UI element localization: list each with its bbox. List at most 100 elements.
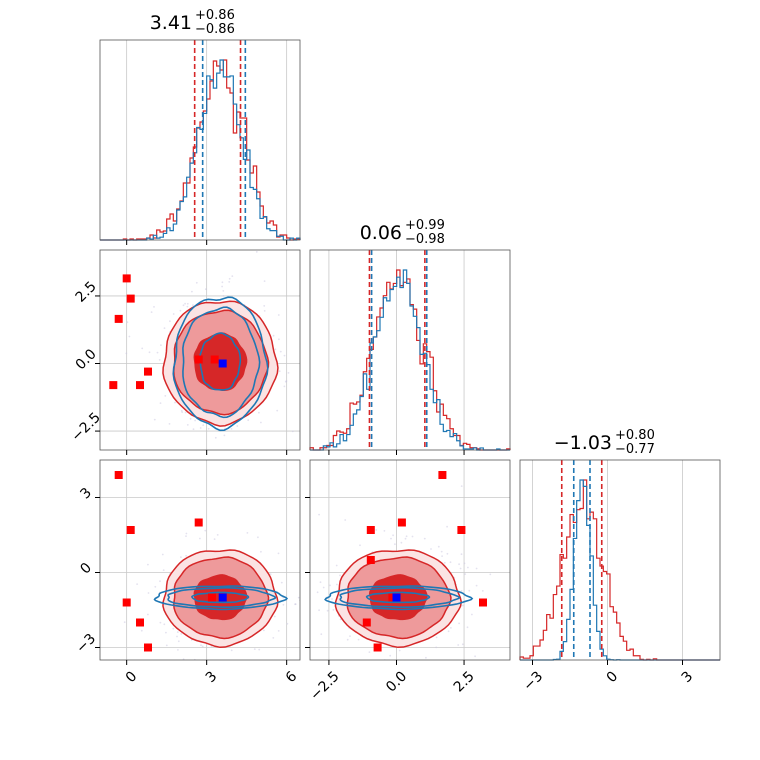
sample-point (463, 562, 466, 565)
marginal-title-plus: +0.80 (615, 428, 655, 443)
marker-red (373, 643, 382, 652)
sample-point (141, 347, 144, 350)
sample-point (297, 596, 300, 599)
histogram-red (519, 479, 720, 661)
sample-point (181, 411, 184, 414)
sample-point (475, 567, 478, 570)
sample-point (153, 306, 155, 308)
panel-frame (99, 39, 301, 241)
marker-red (136, 381, 144, 390)
sample-point (273, 615, 276, 618)
sample-point (186, 302, 189, 305)
sample-point (318, 513, 320, 516)
sample-point (291, 430, 294, 433)
sample-point (159, 621, 162, 624)
marker-red (208, 593, 216, 602)
sample-point (464, 573, 467, 575)
sample-point (123, 621, 126, 624)
sample-point (172, 627, 175, 630)
sample-point (165, 631, 167, 634)
sample-point (481, 590, 484, 592)
joint-panel-0 (99, 249, 301, 451)
sample-point (375, 529, 378, 531)
sample-point (474, 655, 476, 658)
sample-point (154, 585, 157, 588)
sample-point (435, 636, 438, 639)
sample-point (160, 344, 162, 346)
sample-point (126, 321, 129, 324)
contour-blue-0 (324, 585, 474, 611)
sample-point (272, 637, 275, 639)
sample-point (467, 566, 469, 569)
marker-red (397, 518, 406, 527)
sample-point (277, 630, 280, 632)
y-tick-label: 0.0 (73, 346, 100, 373)
contour-blue-0 (153, 585, 289, 611)
sample-point (223, 434, 226, 437)
sample-point (228, 281, 231, 283)
sample-point (176, 635, 178, 638)
marker-red (438, 471, 447, 479)
sample-point (221, 285, 224, 288)
sample-point (169, 320, 171, 323)
panel-frame (99, 249, 301, 451)
sample-point (446, 661, 448, 663)
sample-point (320, 633, 323, 636)
sample-point (277, 552, 280, 555)
sample-point (440, 550, 443, 553)
marker-red (122, 274, 131, 283)
sample-point (168, 423, 171, 425)
marginal-title-plus: +0.99 (405, 218, 445, 233)
contour-blue-1 (167, 587, 277, 609)
sample-point (230, 428, 233, 430)
joint-content (100, 250, 300, 450)
sample-point (185, 535, 187, 537)
marker-red (457, 526, 466, 534)
sample-point (368, 651, 371, 653)
sample-point (336, 583, 338, 586)
sample-point (468, 589, 471, 592)
sample-point (153, 418, 156, 421)
sample-point (192, 428, 195, 431)
sample-point (172, 313, 175, 315)
sample-point (344, 519, 347, 521)
sample-point (430, 548, 432, 550)
sample-point (258, 648, 261, 651)
sample-point (392, 534, 394, 537)
sample-point (441, 555, 443, 557)
marker-red (126, 294, 135, 303)
joint-panel-2 (309, 459, 511, 671)
sample-point (446, 669, 448, 671)
contour-blue-1 (182, 306, 261, 419)
sample-point (214, 436, 217, 439)
sample-point (186, 424, 189, 426)
sample-point (400, 541, 403, 544)
sample-point (222, 295, 225, 297)
sample-point (319, 581, 322, 584)
sample-point (423, 537, 426, 540)
joint-content (100, 460, 300, 660)
sample-point (280, 581, 283, 584)
sample-point (318, 609, 320, 612)
sample-point (460, 590, 463, 592)
sample-point (282, 603, 285, 606)
sample-point (194, 419, 197, 422)
sample-point (437, 545, 440, 548)
sample-point (255, 251, 258, 253)
sample-point (392, 668, 394, 670)
panel-frame (519, 459, 721, 661)
marker-red (194, 355, 203, 364)
sample-point (349, 635, 351, 637)
sample-point (398, 649, 401, 652)
sample-point (156, 351, 159, 354)
sample-point (216, 534, 219, 536)
sample-point (335, 564, 338, 567)
sample-point (246, 532, 249, 534)
sample-point (165, 644, 168, 647)
sample-point (163, 327, 166, 329)
sample-point (158, 359, 161, 361)
sample-point (260, 421, 262, 424)
x-tick-label: 6 (283, 668, 301, 686)
sample-point (475, 584, 478, 587)
sample-point (204, 288, 207, 291)
